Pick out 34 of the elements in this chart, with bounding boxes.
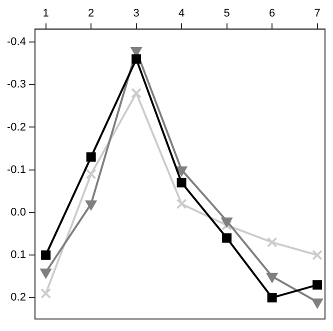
point (176, 198, 187, 210)
point (86, 168, 96, 180)
x-tick-label: 6 (268, 8, 276, 20)
point (312, 250, 323, 260)
point (312, 280, 322, 290)
point (221, 217, 233, 228)
y-tick-label: 0.1 (10, 249, 26, 262)
point (86, 152, 96, 162)
point (266, 237, 278, 248)
point (312, 298, 324, 308)
x-tick-label: 7 (314, 8, 320, 20)
y-tick-label: 0.0 (10, 206, 26, 218)
point (40, 268, 52, 279)
point (222, 220, 232, 230)
point (40, 288, 52, 299)
y-tick-label: -0.3 (6, 78, 26, 91)
point (267, 292, 277, 302)
y-tick-label: -0.4 (6, 36, 26, 48)
point (132, 54, 142, 64)
y-tick-label: 0.2 (10, 292, 26, 304)
x-tick-label: 3 (133, 8, 140, 20)
point (41, 250, 51, 260)
point (222, 233, 232, 243)
x-tick-label: 4 (178, 8, 185, 20)
y-tick-label: -0.2 (6, 121, 26, 134)
point (266, 272, 278, 283)
point (176, 178, 186, 188)
point (176, 166, 188, 176)
point (131, 88, 142, 98)
point (85, 200, 97, 210)
x-tick-label: 5 (224, 8, 230, 20)
y-tick-label: -0.1 (6, 164, 26, 176)
x-tick-label: 2 (88, 8, 94, 20)
x-tick-label: 1 (42, 8, 49, 20)
